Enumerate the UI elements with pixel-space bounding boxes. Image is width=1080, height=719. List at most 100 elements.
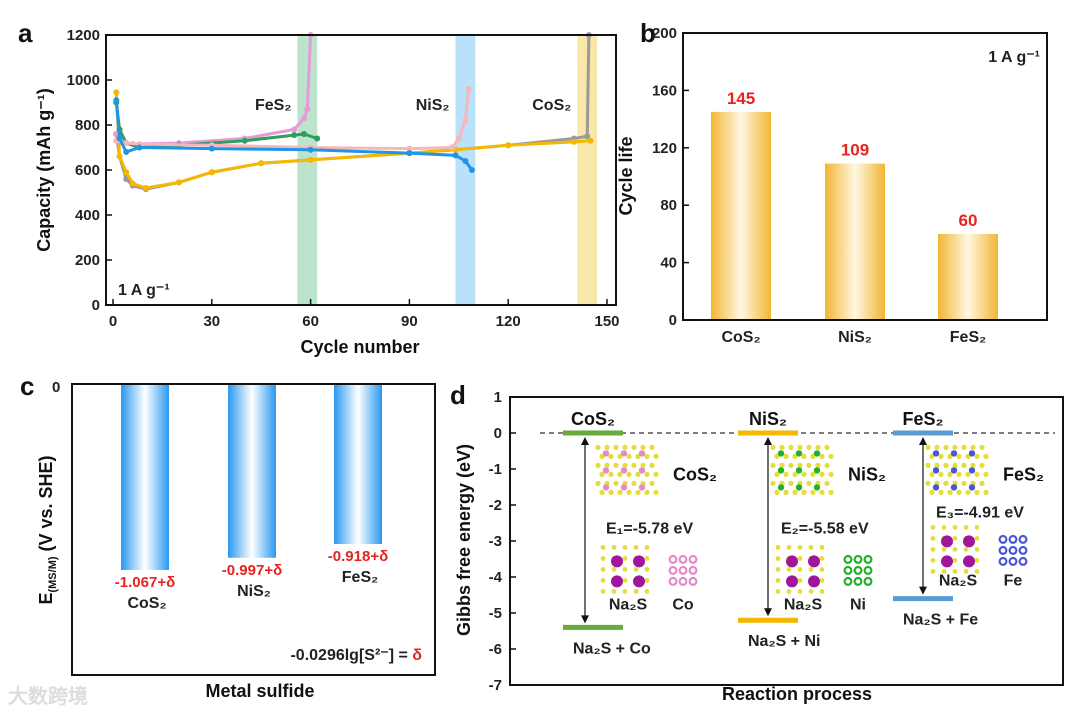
metal-atom: [795, 450, 803, 457]
sulfur-atom: [943, 462, 949, 468]
data-point: [449, 144, 456, 151]
sulfur-atom: [925, 444, 931, 450]
panel-c-potential-chart: c 0 -1.067+δ CoS₂ -0.997+δ NiS₂ -0.918+δ FeS₂…: [8, 371, 436, 708]
sulfur-atom: [819, 453, 825, 459]
sodium-atom: [611, 575, 623, 588]
sulfur-atom: [608, 471, 614, 477]
sulfur-atom: [952, 536, 958, 541]
metal-atom: [1018, 545, 1028, 555]
metal-atom: [1008, 534, 1018, 544]
sulfur-atom: [788, 480, 794, 486]
plot-frame: [105, 34, 617, 306]
na2s-label: Na₂S: [939, 572, 978, 589]
data-point: [406, 150, 413, 157]
metal-atom: [863, 554, 873, 564]
data-point: [123, 149, 130, 155]
x-axis-label: Cycle number: [300, 337, 419, 357]
bar-2: [938, 233, 998, 320]
data-point: [571, 138, 578, 145]
y-tick-label: 200: [75, 252, 100, 269]
sulfur-atom: [952, 462, 958, 468]
reactant-label: CoS₂: [571, 409, 615, 429]
sulfur-atom: [828, 489, 834, 495]
data-point: [314, 135, 321, 142]
data-point: [291, 132, 298, 139]
data-point: [452, 152, 459, 159]
sulfur-atom: [775, 589, 781, 594]
sulfur-atom: [952, 558, 958, 563]
sulfur-atom: [965, 489, 971, 495]
sulfur-atom: [644, 556, 650, 561]
data-point: [241, 137, 248, 144]
sulfur-atom: [974, 453, 980, 459]
reactant-label: NiS₂: [749, 409, 787, 429]
reaction-system-co: CoS₂ Na₂S + Co CoS₂ E₁=-5.78 eV Na₂S Co: [563, 409, 717, 657]
y-tick-label: 200: [652, 25, 677, 42]
y-tick-label: -5: [489, 605, 502, 622]
series-line-nis2-discharge: [114, 100, 474, 171]
sulfur-atom: [810, 489, 816, 495]
sulfur-atom: [801, 489, 807, 495]
failure-band: [455, 35, 476, 305]
current-density-label: 1 A g⁻¹: [118, 282, 170, 299]
data-point: [301, 115, 308, 122]
x-tick-label: 0: [109, 313, 117, 330]
data-point: [116, 153, 123, 160]
data-point: [584, 133, 591, 140]
y-tick-label: 0: [669, 312, 677, 329]
sulfur-atom: [824, 444, 830, 450]
sulfur-atom: [792, 471, 798, 477]
sodium-atom: [963, 535, 975, 548]
sulfur-atom: [622, 567, 628, 572]
metal-atom: [795, 467, 803, 474]
sulfur-atom: [961, 444, 967, 450]
data-point: [505, 142, 512, 149]
y-axis-label: Gibbs free energy (eV): [454, 444, 474, 636]
sulfur-atom: [930, 558, 936, 563]
data-point: [307, 156, 314, 163]
sulfur-atom: [644, 471, 650, 477]
sulfur-atom: [930, 547, 936, 552]
series-line-fes2-charge: [115, 34, 313, 146]
category-label: NiS₂: [237, 583, 271, 600]
data-point: [587, 137, 594, 144]
bar-0: [711, 111, 771, 320]
sulfur-atom: [974, 536, 980, 541]
sulfur-atom: [797, 444, 803, 450]
sulfur-atom: [819, 489, 825, 495]
sulfur-atom: [970, 462, 976, 468]
y-tick-label: 600: [75, 162, 100, 179]
sulfur-atom: [613, 480, 619, 486]
bar-value-label: -1.067+δ: [115, 574, 175, 591]
sulfur-atom: [797, 567, 803, 572]
x-tick-label: 90: [401, 313, 418, 330]
sulfur-atom: [797, 578, 803, 583]
sulfur-atom: [786, 545, 792, 550]
sulfur-atom: [819, 545, 825, 550]
metal-atom: [602, 484, 610, 491]
sulfur-atom: [947, 471, 953, 477]
metal-atom: [950, 484, 958, 491]
sulfur-atom: [770, 480, 776, 486]
sulfur-atom: [600, 589, 606, 594]
sulfur-atom: [930, 536, 936, 541]
sulfur-atom: [792, 489, 798, 495]
sulfur-atom: [595, 462, 601, 468]
data-point: [462, 117, 469, 124]
data-point: [208, 169, 215, 176]
sulfur-atom: [775, 567, 781, 572]
sulfur-atom: [929, 489, 935, 495]
sodium-atom: [941, 555, 953, 568]
metal-atom: [932, 450, 940, 457]
metal-atom: [678, 565, 688, 575]
metal-atom: [998, 545, 1008, 555]
sulfur-atom: [599, 471, 605, 477]
panel-b-cycle-life-chart: b 145 CoS₂ 109 NiS₂ 60 FeS₂ 0 40 80 120 160 200 Cy…: [616, 18, 1048, 346]
sulfur-atom: [775, 545, 781, 550]
sodium-atom: [808, 575, 820, 588]
data-point: [175, 179, 182, 186]
metal-atom: [1018, 534, 1028, 544]
sulfur-atom: [797, 556, 803, 561]
failure-band: [577, 35, 598, 305]
metal-atom: [813, 467, 821, 474]
